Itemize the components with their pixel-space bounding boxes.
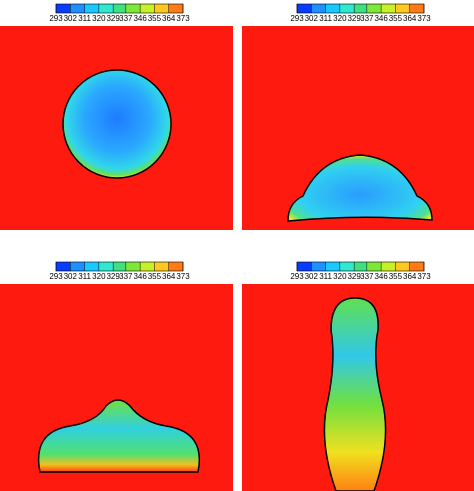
colorbar-segment bbox=[325, 4, 340, 13]
colorbar-segment bbox=[354, 4, 367, 13]
colorbar-tick-label: 355 bbox=[148, 272, 162, 281]
colorbar-segment bbox=[339, 4, 355, 13]
colorbar-tick-label: 302 bbox=[64, 272, 78, 281]
colorbar-tick-label: 320 bbox=[333, 14, 347, 23]
colorbar-segment bbox=[113, 262, 126, 271]
colorbar-segment bbox=[381, 4, 396, 13]
colorbar-segment bbox=[395, 4, 410, 13]
colorbar-segment bbox=[140, 4, 155, 13]
colorbar-segment bbox=[366, 262, 382, 271]
colorbar-tick-label: 293 bbox=[49, 272, 63, 281]
colorbar-tick-label: 373 bbox=[176, 14, 190, 23]
colorbar-tick-label: 311 bbox=[78, 14, 91, 23]
colorbar-segment bbox=[70, 262, 85, 271]
colorbar-segment bbox=[98, 4, 114, 13]
colorbar-segment bbox=[70, 4, 85, 13]
colorbar-tick-label: 329 bbox=[106, 14, 120, 23]
colorbar-tick-label: 346 bbox=[133, 14, 147, 23]
colorbar-tick-label: 293 bbox=[290, 14, 304, 23]
colorbar-tick-label: 355 bbox=[389, 14, 403, 23]
colorbar-segment bbox=[98, 262, 114, 271]
colorbar-segment bbox=[125, 4, 141, 13]
colorbar-tick-label: 302 bbox=[64, 14, 78, 23]
colorbar-segment bbox=[381, 262, 396, 271]
colorbar-segment bbox=[297, 4, 312, 13]
colorbar-tick-label: 293 bbox=[290, 272, 304, 281]
colorbar-segment bbox=[56, 262, 71, 271]
colorbar-segment bbox=[297, 262, 312, 271]
colorbar-segment bbox=[168, 4, 183, 13]
colorbar-tick-label: 364 bbox=[403, 14, 417, 23]
colorbar-tick-label: 373 bbox=[417, 272, 431, 281]
colorbar-segment bbox=[409, 4, 424, 13]
colorbar-segment bbox=[56, 4, 71, 13]
colorbar-tick-label: 293 bbox=[49, 14, 63, 23]
droplet bbox=[287, 154, 433, 222]
colorbar-tick-label: 329 bbox=[106, 272, 120, 281]
colorbar-tick-label: 337 bbox=[360, 14, 374, 23]
colorbar-segment bbox=[125, 262, 141, 271]
colorbar-tick-label: 346 bbox=[374, 14, 388, 23]
droplet bbox=[37, 399, 200, 473]
colorbar-tick-label: 373 bbox=[176, 272, 190, 281]
colorbar-segment bbox=[84, 262, 99, 271]
colorbar-tick-label: 364 bbox=[162, 272, 176, 281]
colorbar-tick-label: 311 bbox=[319, 14, 332, 23]
colorbar-tick-label: 329 bbox=[347, 14, 361, 23]
colorbar-segment bbox=[168, 262, 183, 271]
colorbar-segment bbox=[395, 262, 410, 271]
colorbar-segment bbox=[311, 4, 326, 13]
colorbar-segment bbox=[366, 4, 382, 13]
colorbar-tick-label: 329 bbox=[347, 272, 361, 281]
colorbar-tick-label: 320 bbox=[333, 272, 347, 281]
colorbar-segment bbox=[154, 4, 169, 13]
colorbar-tick-label: 311 bbox=[319, 272, 332, 281]
colorbar-tick-label: 364 bbox=[403, 272, 417, 281]
colorbar-segment bbox=[113, 4, 126, 13]
colorbar-tick-label: 320 bbox=[92, 14, 106, 23]
colorbar-segment bbox=[409, 262, 424, 271]
colorbar-segment bbox=[140, 262, 155, 271]
colorbar-tick-label: 337 bbox=[119, 272, 133, 281]
colorbar-tick-label: 302 bbox=[305, 272, 319, 281]
colorbar-segment bbox=[339, 262, 355, 271]
droplet bbox=[62, 69, 172, 179]
droplet bbox=[323, 297, 387, 491]
colorbar-tick-label: 337 bbox=[360, 272, 374, 281]
colorbar-tick-label: 346 bbox=[374, 272, 388, 281]
colorbar-tick-label: 373 bbox=[417, 14, 431, 23]
colorbar-tick-label: 320 bbox=[92, 272, 106, 281]
colorbar-segment bbox=[311, 262, 326, 271]
colorbar-tick-label: 355 bbox=[389, 272, 403, 281]
colorbar-tick-label: 346 bbox=[133, 272, 147, 281]
colorbar-segment bbox=[325, 262, 340, 271]
colorbar-tick-label: 311 bbox=[78, 272, 91, 281]
colorbar-segment bbox=[354, 262, 367, 271]
colorbar-segment bbox=[84, 4, 99, 13]
colorbar-tick-label: 364 bbox=[162, 14, 176, 23]
colorbar-tick-label: 337 bbox=[119, 14, 133, 23]
colorbar-tick-label: 355 bbox=[148, 14, 162, 23]
colorbar-segment bbox=[154, 262, 169, 271]
colorbar-tick-label: 302 bbox=[305, 14, 319, 23]
